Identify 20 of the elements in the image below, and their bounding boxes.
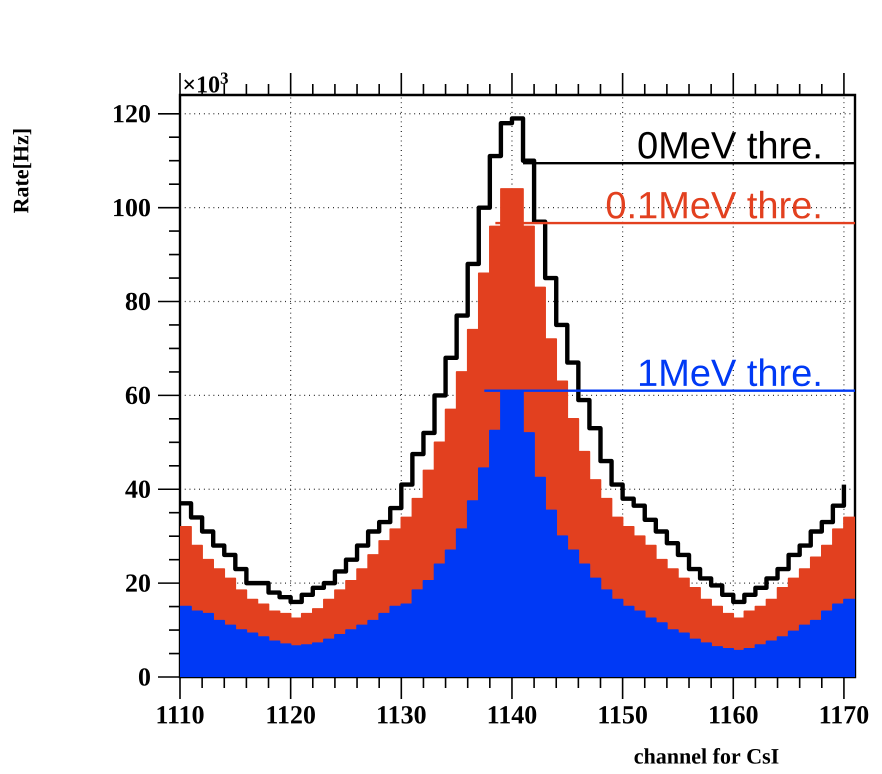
x-axis-title: channel for CsI: [634, 748, 778, 764]
legend-label: 0MeV thre.: [638, 130, 820, 159]
series-label: 0.1MeV thre.: [606, 190, 820, 219]
y-tick-label: 40: [125, 480, 150, 498]
y-tick-label: 120: [114, 105, 150, 123]
y-axis-title: Rate[Hz]: [13, 130, 32, 214]
y-tick-label: 80: [126, 292, 150, 310]
y-tick-label: 20: [126, 574, 150, 592]
x-tick-label: 1120: [267, 706, 315, 724]
x-tick-label: 1170: [820, 706, 868, 724]
x-tick-label: 1160: [710, 706, 758, 724]
x-tick-label: 1140: [488, 706, 536, 724]
y-tick-label: 0: [138, 668, 150, 686]
y-tick-label: 100: [114, 198, 150, 216]
x-tick-label: 1150: [599, 706, 647, 724]
text: ×10$^{3}$: [184, 72, 228, 93]
x-tick-label: 1110: [158, 706, 204, 724]
text: 1MeV thre.: [640, 358, 820, 386]
y-tick-label: 60: [126, 386, 150, 404]
x-tick-label: 1130: [378, 706, 426, 724]
